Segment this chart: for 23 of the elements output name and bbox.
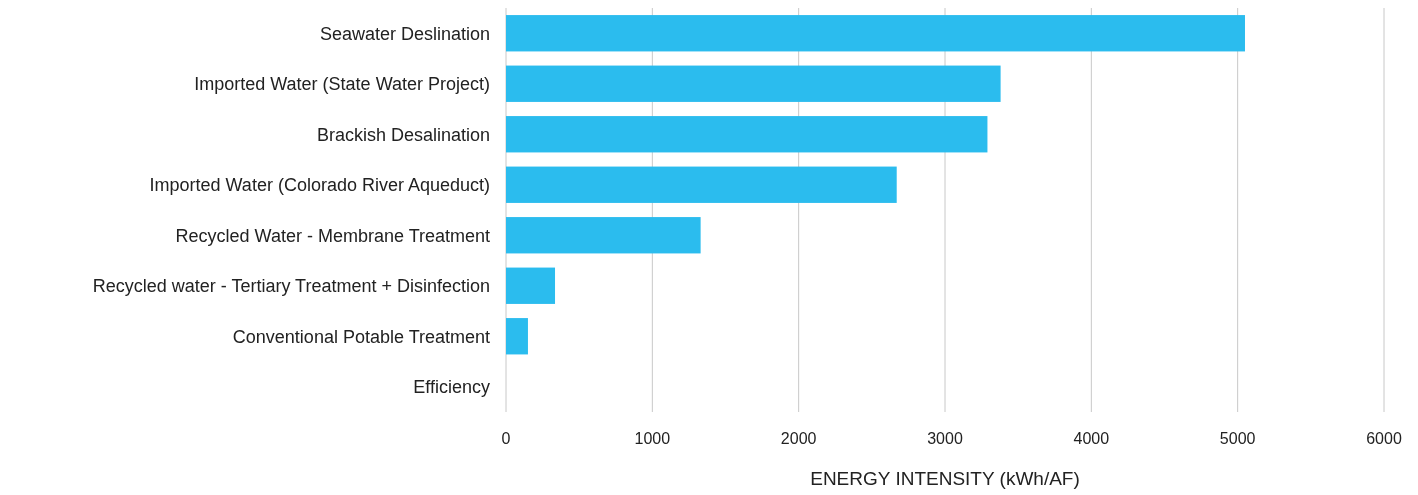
x-tick-label: 6000 xyxy=(1366,430,1402,447)
x-tick-label: 1000 xyxy=(634,430,671,447)
bar xyxy=(506,65,1001,102)
bar xyxy=(506,217,701,254)
y-tick-label: Recycled Water - Membrane Treatment xyxy=(175,225,490,246)
bar xyxy=(506,166,897,203)
y-tick-label: Imported Water (Colorado River Aqueduct) xyxy=(149,175,490,196)
bar xyxy=(506,116,988,153)
x-tick-label: 5000 xyxy=(1219,430,1256,447)
x-tick-label: 4000 xyxy=(1073,430,1110,447)
y-tick-label: Efficiency xyxy=(413,377,490,398)
y-tick-label: Conventional Potable Treatment xyxy=(232,326,490,347)
bar xyxy=(506,318,528,355)
y-tick-label: Recycled water - Tertiary Treatment + Disinfection xyxy=(92,276,490,297)
bar xyxy=(506,267,556,304)
x-tick-label: 0 xyxy=(501,430,511,447)
x-tick-label: 3000 xyxy=(927,430,963,447)
x-tick-label: 2000 xyxy=(780,430,817,447)
y-tick-label: Seawater Deslination xyxy=(319,23,490,44)
bar xyxy=(506,15,1245,52)
y-tick-label: Brackish Desalination xyxy=(316,124,490,145)
x-axis-title: ENERGY INTENSITY (kWh/AF) xyxy=(810,468,1080,489)
y-tick-label: Imported Water (State Water Project) xyxy=(194,74,490,95)
